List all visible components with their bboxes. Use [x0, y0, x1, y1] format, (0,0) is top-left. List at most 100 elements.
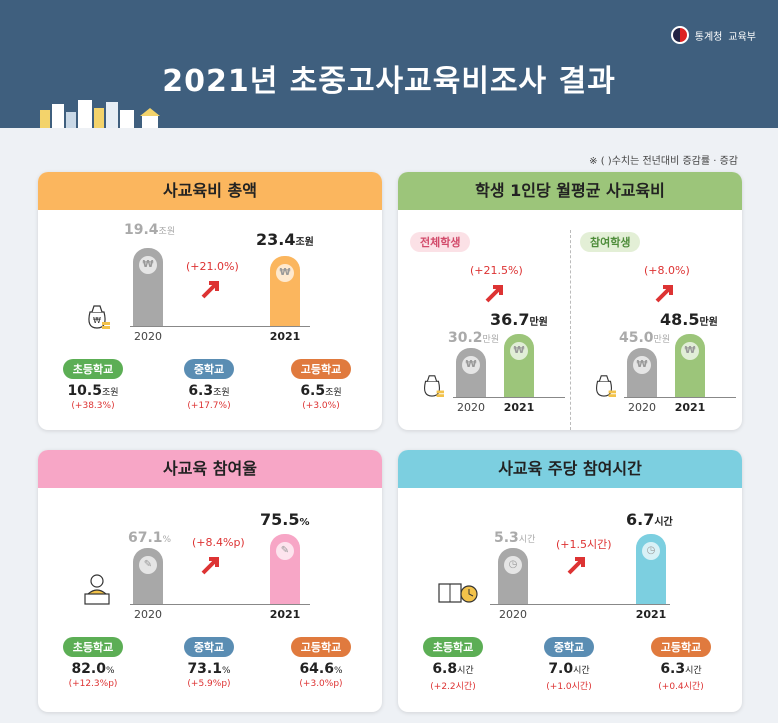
school-high: 고등학교 6.5조원 (+3.0%) — [276, 358, 366, 411]
card-per-student: 학생 1인당 월평균 사교육비 전체학생 참여학생 ₩ ₩ 30.2만원 36.… — [398, 172, 742, 430]
year-2021: 2021 — [269, 608, 301, 621]
org-logos: 통계청 교육부 — [670, 26, 756, 44]
year-2020: 2020 — [134, 608, 162, 621]
clock-icon: ◷ — [642, 542, 660, 560]
change-all: (+21.5%) — [470, 264, 523, 277]
money-bag-icon — [596, 375, 616, 397]
year-2021: 2021 — [635, 608, 667, 621]
year-2020: 2020 — [457, 401, 485, 414]
year-2021: 2021 — [269, 330, 301, 343]
value-2020: 19.4조원 — [124, 222, 176, 238]
baseline — [130, 604, 310, 605]
student-desk-icon — [84, 574, 110, 605]
school-pill: 초등학교 — [62, 637, 124, 657]
up-arrow-icon — [655, 285, 673, 303]
year-2021: 2021 — [503, 401, 535, 414]
school-change: (+17.7%) — [187, 401, 231, 411]
money-bag-icon: ₩ — [88, 305, 110, 329]
school-middle: 중학교 6.3조원 (+17.7%) — [164, 358, 254, 411]
bar-2020: ✎ — [133, 548, 163, 604]
school-value: 6.8시간 — [432, 661, 474, 677]
year-2020: 2020 — [628, 401, 656, 414]
school-change: (+0.4시간) — [658, 682, 704, 692]
card-title: 사교육 주당 참여시간 — [398, 450, 742, 488]
card-title: 사교육비 총액 — [38, 172, 382, 210]
book-clock-icon — [438, 583, 478, 603]
won-coin-icon: ₩ — [276, 264, 294, 282]
school-elementary: 초등학교 82.0% (+12.3%p) — [48, 636, 138, 689]
school-change: (+38.3%) — [71, 401, 115, 411]
school-pill: 중학교 — [543, 637, 595, 657]
school-elementary: 초등학교 6.8시간 (+2.2시간) — [408, 636, 498, 692]
school-change: (+3.0%) — [302, 401, 340, 411]
year-2020: 2020 — [134, 330, 162, 343]
card-total-expenditure: 사교육비 총액 ₩ ₩ ₩ 19.4조원 23.4조원 (+21.0%) 202… — [38, 172, 382, 430]
svg-text:₩: ₩ — [93, 316, 101, 325]
org-statistics: 통계청 — [694, 31, 723, 43]
school-value: 6.5조원 — [300, 383, 342, 399]
school-change: (+12.3%p) — [68, 679, 118, 689]
won-coin-icon: ₩ — [462, 356, 480, 374]
school-high: 고등학교 6.3시간 (+0.4시간) — [636, 636, 726, 692]
school-change: (+2.2시간) — [430, 682, 476, 692]
school-change: (+3.0%p) — [299, 679, 343, 689]
footnote: ※ ( )수치는 전년대비 증감률 · 증감 — [589, 156, 738, 167]
tag-participants: 참여학생 — [580, 232, 641, 252]
won-coin-icon: ₩ — [510, 342, 528, 360]
header-banner: 통계청 교육부 2021년 초중고사교육비조사 결과 — [0, 0, 778, 128]
won-coin-icon: ₩ — [633, 356, 651, 374]
school-pill: 중학교 — [183, 359, 235, 379]
tag-all-students: 전체학생 — [410, 232, 471, 252]
value-all-2021: 36.7만원 — [490, 310, 548, 329]
baseline — [130, 326, 310, 327]
school-pill: 고등학교 — [290, 637, 352, 657]
school-value: 6.3시간 — [660, 661, 702, 677]
up-arrow-icon — [201, 281, 219, 299]
school-middle: 중학교 7.0시간 (+1.0시간) — [524, 636, 614, 692]
school-value: 10.5조원 — [67, 383, 119, 399]
change-participants: (+8.0%) — [644, 264, 690, 277]
clock-icon: ◷ — [504, 556, 522, 574]
value-participants-2021: 48.5만원 — [660, 310, 718, 329]
bar-participants-2021: ₩ — [675, 334, 705, 397]
won-coin-icon: ₩ — [681, 342, 699, 360]
school-change: (+1.0시간) — [546, 682, 592, 692]
book-icon: ✎ — [139, 556, 157, 574]
change-rate: (+1.5시간) — [556, 538, 612, 551]
value-2021: 75.5% — [260, 510, 310, 529]
baseline — [453, 397, 565, 398]
bar-2021: ₩ — [270, 256, 300, 326]
baseline — [624, 397, 736, 398]
school-elementary: 초등학교 10.5조원 (+38.3%) — [48, 358, 138, 411]
value-2020: 5.3시간 — [494, 530, 536, 546]
value-participants-2020: 45.0만원 — [619, 330, 671, 346]
school-pill: 초등학교 — [422, 637, 484, 657]
school-middle: 중학교 73.1% (+5.9%p) — [164, 636, 254, 689]
school-pill: 초등학교 — [62, 359, 124, 379]
card-title: 사교육 참여율 — [38, 450, 382, 488]
value-2021: 23.4조원 — [256, 230, 314, 249]
divider — [570, 230, 571, 430]
bar-all-2020: ₩ — [456, 348, 486, 397]
taeguk-icon — [670, 26, 689, 44]
school-pill: 중학교 — [183, 637, 235, 657]
school-pill: 고등학교 — [290, 359, 352, 379]
bar-2021: ✎ — [270, 534, 300, 604]
money-bag-icon — [424, 375, 444, 397]
bar-2020: ◷ — [498, 548, 528, 604]
up-arrow-icon — [567, 557, 585, 575]
school-high: 고등학교 64.6% (+3.0%p) — [276, 636, 366, 689]
school-value: 7.0시간 — [548, 661, 590, 677]
card-weekly-hours: 사교육 주당 참여시간 ◷ ◷ 5.3시간 6.7시간 (+1.5시간) 202… — [398, 450, 742, 712]
baseline — [490, 604, 670, 605]
year-2020: 2020 — [499, 608, 527, 621]
school-value: 64.6% — [299, 661, 343, 677]
book-icon: ✎ — [276, 542, 294, 560]
bar-2020: ₩ — [133, 248, 163, 326]
bar-2021: ◷ — [636, 534, 666, 604]
school-value: 82.0% — [71, 661, 115, 677]
up-arrow-icon — [485, 285, 503, 303]
bar-all-2021: ₩ — [504, 334, 534, 397]
city-skyline-icon — [40, 100, 160, 128]
school-pill: 고등학교 — [650, 637, 712, 657]
